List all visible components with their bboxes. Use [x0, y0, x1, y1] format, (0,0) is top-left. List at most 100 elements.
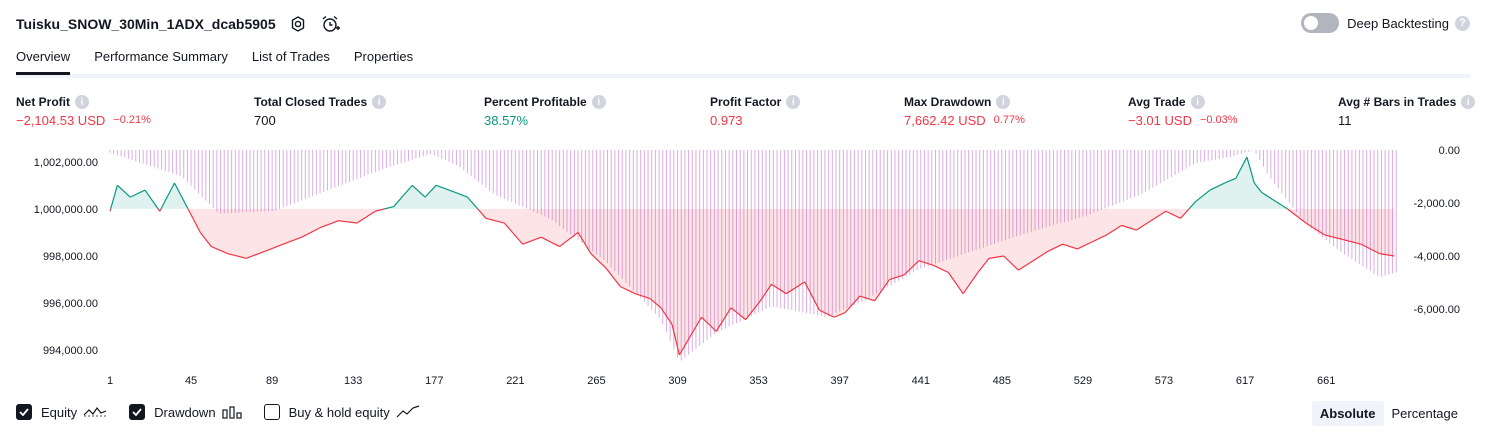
info-icon[interactable]: i	[372, 95, 387, 109]
tab-bar: Overview Performance Summary List of Tra…	[16, 48, 1470, 78]
equity-line-segment	[522, 236, 542, 245]
metric-label: Net Profit	[16, 95, 70, 109]
equity-line-segment	[301, 227, 321, 238]
equity-line-segment	[144, 189, 159, 210]
metric-percent: −0.21%	[113, 114, 151, 126]
y-right-tick-label: 0.00	[1439, 145, 1460, 157]
x-tick-label: 617	[1236, 375, 1254, 387]
equity-line-segment	[785, 281, 805, 295]
help-icon[interactable]: ?	[1455, 15, 1470, 31]
equity-line-segment	[173, 182, 187, 205]
deep-backtesting-toggle[interactable]	[1301, 13, 1340, 33]
tab-list-of-trades[interactable]: List of Trades	[251, 49, 330, 64]
x-tick-label: 485	[993, 375, 1011, 387]
equity-line-segment	[804, 281, 820, 311]
metric-value: −3.01 USD	[1128, 113, 1192, 128]
y-right-tick-label: -4,000.00	[1414, 251, 1460, 263]
deep-backtesting-label: Deep Backtesting	[1347, 15, 1449, 31]
info-icon[interactable]: i	[75, 95, 89, 109]
equity-line-segment	[477, 208, 487, 219]
equity-line-segment	[199, 232, 212, 247]
metric-value: 0.973	[710, 113, 743, 128]
deep-backtesting: Deep Backtesting ?	[1301, 13, 1470, 33]
bars-icon	[221, 405, 242, 419]
equity-line-segment	[187, 208, 201, 233]
y-left-tick-label: 994,000.00	[43, 345, 98, 357]
equity-line-segment	[590, 253, 607, 269]
equity-line-segment	[435, 184, 450, 191]
tab-performance-summary[interactable]: Performance Summary	[94, 49, 228, 64]
equity-line-segment	[1209, 182, 1226, 191]
equity-line-segment	[874, 279, 890, 302]
equity-line-segment	[620, 286, 636, 295]
equity-line-segment	[634, 293, 651, 299]
equity-line-segment	[1188, 201, 1196, 210]
legend-buy-hold[interactable]: Buy & hold equity	[263, 404, 420, 420]
equity-line-segment	[384, 205, 394, 210]
metric-total-closed-trades: Total Closed Trades i 700	[254, 94, 387, 128]
equity-drawdown-chart[interactable]: 1,002,000.00 1,000,000.00 998,000.00 996,00…	[0, 140, 1486, 402]
equity-line-segment	[1003, 255, 1019, 271]
legend-drawdown[interactable]: Drawdown	[129, 404, 242, 420]
equity-line-segment	[246, 250, 265, 259]
equity-line-segment	[1324, 234, 1343, 241]
percentage-button[interactable]: Percentage	[1391, 406, 1459, 421]
x-tick-label: 309	[668, 375, 686, 387]
equity-line-segment	[1379, 253, 1395, 257]
equity-line-segment	[701, 316, 717, 332]
equity-line-segment	[903, 260, 920, 276]
equity-line-segment	[485, 217, 505, 224]
equity-line-segment	[1360, 243, 1380, 255]
equity-line-segment	[947, 272, 964, 295]
equity-line-segment	[1018, 260, 1034, 271]
equity-line-segment	[933, 264, 949, 274]
info-icon[interactable]: i	[996, 95, 1011, 109]
equity-line-segment	[540, 236, 560, 248]
info-icon[interactable]: i	[1190, 95, 1205, 109]
equity-line-icon	[83, 405, 107, 419]
equity-line-segment	[282, 236, 302, 245]
x-tick-label: 397	[831, 375, 849, 387]
equity-line-segment	[1342, 238, 1362, 245]
equity-line-segment	[771, 283, 787, 295]
tab-overview[interactable]: Overview	[16, 48, 71, 75]
equity-line-segment	[559, 231, 579, 248]
equity-line-segment	[962, 272, 979, 295]
info-icon[interactable]: i	[591, 95, 606, 109]
legend-equity[interactable]: Equity	[16, 404, 107, 420]
metric-label: Total Closed Trades	[254, 95, 368, 109]
alarm-clock-plus-icon[interactable]	[320, 14, 340, 34]
checkbox-checked-icon[interactable]	[16, 404, 32, 420]
metric-value: 38.57%	[484, 113, 529, 128]
equity-line-segment	[678, 335, 691, 356]
absolute-button[interactable]: Absolute	[1311, 401, 1384, 426]
checkbox-unchecked-icon[interactable]	[263, 404, 280, 420]
equity-line-segment	[1106, 224, 1122, 236]
equity-line-segment	[1287, 208, 1307, 224]
equity-line-segment	[1246, 156, 1255, 184]
info-icon[interactable]: i	[786, 95, 801, 109]
equity-line-segment	[1261, 191, 1274, 200]
equity-line-segment	[918, 260, 934, 266]
metric-value: 11	[1338, 113, 1352, 128]
checkbox-checked-icon[interactable]	[129, 404, 146, 420]
equity-line-segment	[1091, 234, 1108, 243]
equity-line-segment	[1305, 222, 1325, 236]
metric-value: 7,662.42 USD	[904, 113, 986, 128]
equity-line-segment	[577, 232, 592, 254]
y-left-tick-label: 1,002,000.00	[34, 157, 98, 169]
equity-line-segment	[467, 196, 479, 210]
tab-properties[interactable]: Properties	[353, 49, 414, 64]
equity-line-segment	[1150, 210, 1167, 222]
info-icon[interactable]: i	[1461, 95, 1476, 109]
equity-line-segment	[319, 220, 339, 229]
equity-line-segment	[503, 222, 524, 245]
equity-line-segment	[375, 208, 385, 212]
y-left-tick-label: 996,000.00	[43, 298, 98, 310]
y-left-tick-label: 998,000.00	[43, 251, 98, 263]
line-chart-icon	[396, 405, 420, 419]
metric-label: Avg Trade	[1128, 95, 1186, 109]
equity-line-segment	[130, 189, 146, 198]
metric-label: Percent Profitable	[484, 95, 587, 109]
gear-icon[interactable]	[288, 14, 308, 34]
